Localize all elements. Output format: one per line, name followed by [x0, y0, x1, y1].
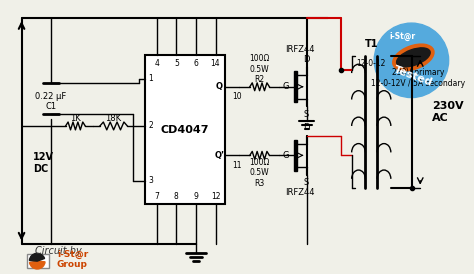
Text: 1K: 1K — [70, 114, 81, 123]
Ellipse shape — [393, 44, 434, 71]
Text: Tested: Tested — [392, 64, 434, 88]
Text: 12V
DC: 12V DC — [33, 152, 55, 174]
Bar — [294, 140, 297, 171]
Ellipse shape — [397, 48, 430, 67]
Text: 4: 4 — [155, 59, 159, 68]
Text: i-St@r: i-St@r — [390, 32, 416, 41]
Text: 12-0-12: 12-0-12 — [356, 59, 386, 68]
Text: D: D — [303, 123, 310, 132]
Wedge shape — [29, 253, 45, 261]
Text: G: G — [283, 82, 289, 91]
Bar — [27, 254, 49, 268]
Text: 3: 3 — [148, 176, 153, 185]
Circle shape — [374, 23, 448, 98]
Text: T1: T1 — [365, 39, 378, 49]
Text: 230V
AC: 230V AC — [432, 101, 464, 123]
Text: 7: 7 — [155, 192, 159, 201]
Text: IRFZ44: IRFZ44 — [285, 188, 314, 197]
Text: Q’: Q’ — [214, 151, 225, 160]
Bar — [294, 71, 297, 102]
Wedge shape — [29, 261, 45, 269]
Text: Circuit by: Circuit by — [36, 246, 82, 256]
Text: D: D — [303, 55, 310, 64]
Text: 100Ω
0.5W
R2: 100Ω 0.5W R2 — [249, 54, 270, 84]
Text: S: S — [304, 178, 309, 187]
Text: i-St@r
Group: i-St@r Group — [57, 249, 88, 269]
Text: 100Ω
0.5W
R3: 100Ω 0.5W R3 — [249, 158, 270, 188]
Text: CD4047: CD4047 — [161, 125, 210, 135]
Text: 1: 1 — [148, 75, 153, 84]
Text: IRFZ44: IRFZ44 — [285, 45, 314, 54]
Text: 230V primary
12-0-12V / 5A secondary: 230V primary 12-0-12V / 5A secondary — [371, 68, 465, 88]
Text: 18K: 18K — [106, 114, 122, 123]
Text: 2: 2 — [148, 121, 153, 130]
Text: 0.22 μF
C1: 0.22 μF C1 — [35, 92, 66, 111]
Text: 14: 14 — [210, 59, 220, 68]
Text: 5: 5 — [174, 59, 179, 68]
Text: 9: 9 — [193, 192, 198, 201]
Text: 11: 11 — [232, 161, 242, 170]
Text: G: G — [283, 151, 289, 160]
Text: Q: Q — [216, 82, 223, 91]
Text: 8: 8 — [174, 192, 179, 201]
Text: S: S — [304, 110, 309, 119]
FancyBboxPatch shape — [145, 55, 225, 204]
Text: 12: 12 — [211, 192, 220, 201]
Text: 6: 6 — [193, 59, 198, 68]
Text: 10: 10 — [232, 92, 242, 101]
